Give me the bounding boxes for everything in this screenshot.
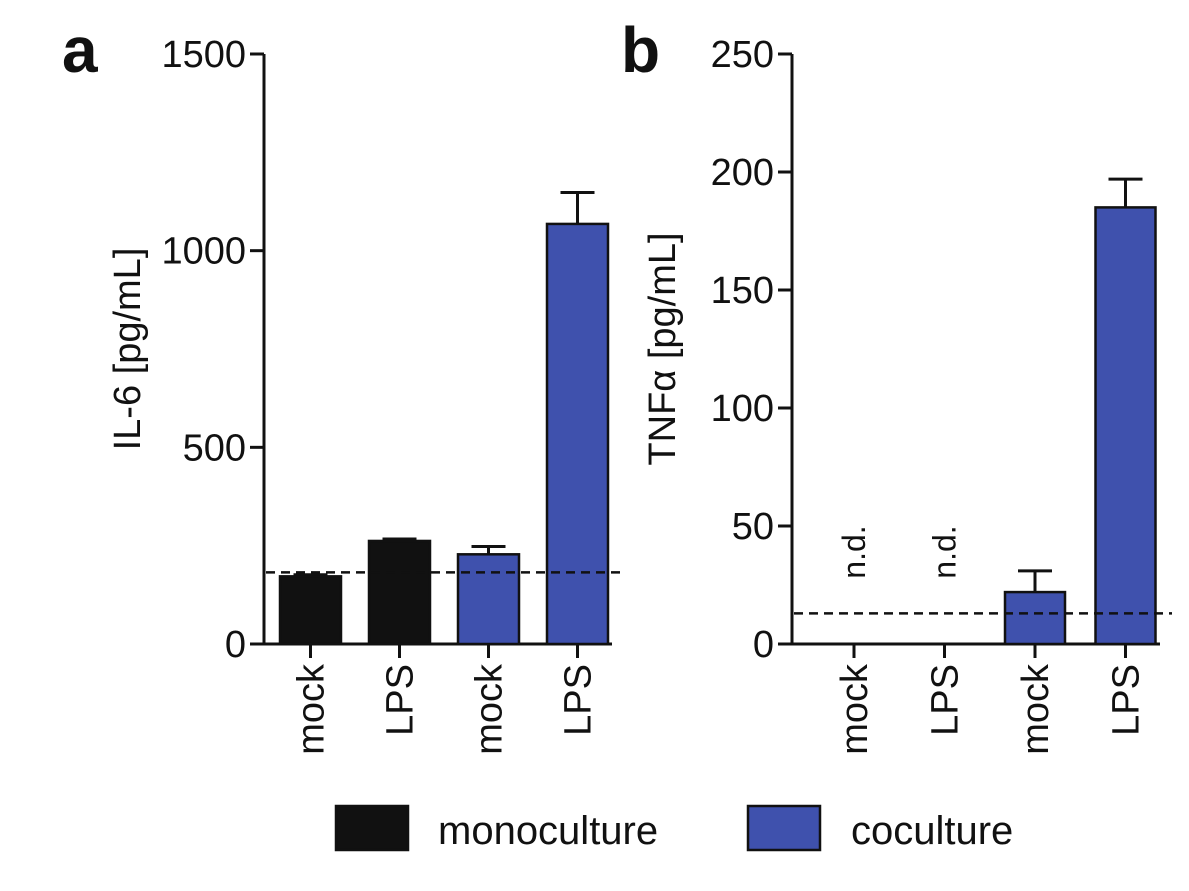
x-category-label: mock — [1015, 663, 1057, 755]
legend-label-coculture: coculture — [851, 809, 1013, 853]
bar-coculture-mock — [456, 553, 521, 646]
legend-swatch-coculture — [746, 804, 822, 852]
bar-monoculture-LPS — [367, 539, 432, 646]
y-tick-label: 150 — [711, 270, 774, 312]
panel-b: b TNFα [pg/mL] 0 50 100 150 200 250 n.d. mock n.d.… — [621, 14, 1172, 755]
legend: monoculture coculture — [334, 804, 1013, 853]
panel-a: a IL-6 [pg/mL] 0 500 1000 1500 mock LPS mock LPS — [62, 14, 626, 755]
bar-coculture-mock — [1003, 590, 1067, 646]
x-category-label: mock — [834, 663, 876, 755]
x-category-label: LPS — [558, 664, 600, 736]
legend-swatch-monoculture — [334, 804, 410, 852]
panel-letter: b — [621, 14, 660, 86]
bar-coculture-LPS — [545, 222, 610, 646]
x-category-label: LPS — [380, 664, 422, 736]
y-axis-title: IL-6 [pg/mL] — [107, 248, 149, 451]
panel-letter: a — [62, 14, 98, 86]
y-axis-title: TNFα [pg/mL] — [642, 232, 684, 465]
legend-label-monoculture: monoculture — [438, 809, 658, 853]
not-detected-label: n.d. — [927, 525, 963, 578]
not-detected-label: n.d. — [836, 525, 872, 578]
y-tick-label: 50 — [732, 506, 774, 548]
y-tick-label: 100 — [711, 388, 774, 430]
y-tick-label: 0 — [225, 624, 246, 666]
y-tick-label: 1500 — [161, 34, 246, 76]
x-category-label: LPS — [925, 664, 967, 736]
y-tick-label: 0 — [753, 624, 774, 666]
y-tick-label: 200 — [711, 152, 774, 194]
y-tick-label: 250 — [711, 34, 774, 76]
bar-monoculture-mock — [278, 575, 343, 646]
bar-coculture-LPS — [1094, 206, 1157, 646]
x-category-label: LPS — [1106, 664, 1148, 736]
x-category-label: mock — [291, 663, 333, 755]
y-tick-label: 1000 — [161, 231, 246, 273]
y-tick-label: 500 — [183, 427, 246, 469]
x-category-label: mock — [469, 663, 511, 755]
